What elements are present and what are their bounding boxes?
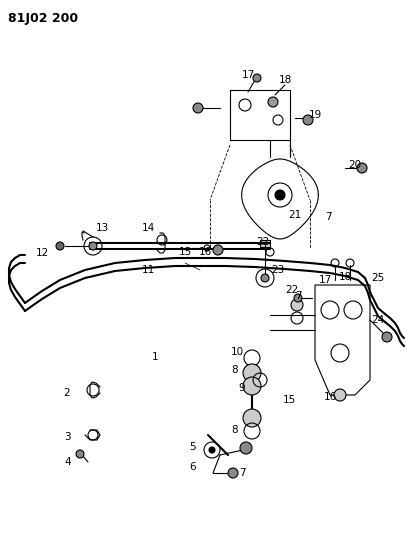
Circle shape: [228, 468, 238, 478]
Circle shape: [268, 97, 278, 107]
Text: 23: 23: [271, 265, 284, 275]
Text: 16: 16: [324, 392, 337, 402]
Text: 25: 25: [371, 273, 385, 283]
Circle shape: [291, 299, 303, 311]
Text: 21: 21: [289, 210, 302, 220]
Circle shape: [357, 163, 367, 173]
Text: 15: 15: [282, 395, 295, 405]
Circle shape: [243, 364, 261, 382]
Text: 22: 22: [285, 285, 299, 295]
Text: 18: 18: [278, 75, 292, 85]
Text: 6: 6: [190, 462, 196, 472]
Text: 5: 5: [189, 442, 195, 452]
Circle shape: [275, 190, 285, 200]
Text: 20: 20: [348, 160, 361, 170]
Text: 11: 11: [141, 265, 155, 275]
Circle shape: [294, 294, 302, 302]
Circle shape: [193, 103, 203, 113]
Circle shape: [334, 389, 346, 401]
Text: 10: 10: [230, 347, 243, 357]
Text: 81J02 200: 81J02 200: [8, 12, 78, 25]
Text: 18: 18: [338, 272, 352, 282]
Text: 15: 15: [178, 247, 192, 257]
Circle shape: [56, 242, 64, 250]
Text: 1: 1: [152, 352, 158, 362]
Text: 9: 9: [239, 383, 245, 393]
Text: 8: 8: [232, 425, 239, 435]
Text: 16: 16: [198, 247, 212, 257]
Text: 3: 3: [63, 432, 70, 442]
Circle shape: [240, 442, 252, 454]
Text: 17: 17: [241, 70, 255, 80]
Circle shape: [209, 447, 215, 453]
Bar: [260, 240, 270, 247]
Circle shape: [213, 245, 223, 255]
Text: 22: 22: [256, 237, 269, 247]
Circle shape: [243, 377, 261, 395]
Text: 17: 17: [318, 275, 332, 285]
Text: 7: 7: [239, 468, 245, 478]
Circle shape: [253, 74, 261, 82]
Text: 12: 12: [35, 248, 48, 258]
Text: 19: 19: [309, 110, 322, 120]
Text: 7: 7: [295, 291, 301, 301]
Circle shape: [382, 332, 392, 342]
Text: 4: 4: [65, 457, 71, 467]
Circle shape: [243, 409, 261, 427]
Text: 8: 8: [232, 365, 239, 375]
Text: 7: 7: [325, 212, 331, 222]
Text: 13: 13: [95, 223, 109, 233]
Circle shape: [89, 242, 97, 250]
Circle shape: [261, 274, 269, 282]
Text: 24: 24: [371, 315, 385, 325]
Circle shape: [303, 115, 313, 125]
Text: 14: 14: [141, 223, 155, 233]
Circle shape: [76, 450, 84, 458]
Text: 2: 2: [63, 388, 70, 398]
